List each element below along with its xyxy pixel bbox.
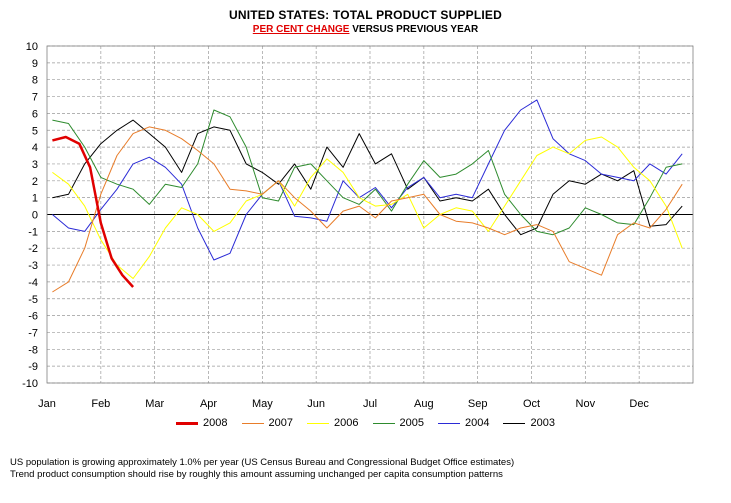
footnote-1: US population is growing approximately 1… xyxy=(10,457,515,468)
x-tick-label: Nov xyxy=(576,398,596,410)
y-tick-label: 9 xyxy=(32,58,38,70)
series-line-2006 xyxy=(52,136,683,279)
legend-swatch xyxy=(176,421,199,425)
y-tick-label: -4 xyxy=(28,277,38,289)
x-axis-ticks: Jan Feb Mar Apr May Jun Jul Aug Sep Oct Nov Dec xyxy=(38,398,649,410)
y-tick-label: 1 xyxy=(32,193,38,205)
y-tick-label: 7 xyxy=(32,92,38,104)
x-tick-label: Oct xyxy=(523,398,540,410)
y-tick-label: 10 xyxy=(26,41,38,53)
chart-gridlines xyxy=(46,45,694,384)
chart-title: UNITED STATES: TOTAL PRODUCT SUPPLIED xyxy=(229,8,502,22)
legend-swatch xyxy=(372,422,395,424)
chart-legend: 2008 2007 2006 2005 2004 2003 xyxy=(0,417,731,429)
legend-label: 2004 xyxy=(464,417,490,429)
y-tick-label: -9 xyxy=(28,361,38,373)
legend-item-2004: 2004 xyxy=(437,417,490,429)
legend-item-2006: 2006 xyxy=(307,417,359,429)
y-tick-label: 5 xyxy=(32,125,38,137)
legend-label: 2006 xyxy=(334,417,359,429)
legend-swatch xyxy=(241,422,264,424)
y-tick-label: 4 xyxy=(32,142,38,154)
legend-item-2007: 2007 xyxy=(241,417,294,429)
x-tick-label: Jun xyxy=(307,398,325,410)
y-tick-label: 6 xyxy=(32,108,38,120)
y-tick-label: -6 xyxy=(28,311,38,323)
legend-label: 2005 xyxy=(399,417,424,429)
subtitle-highlight: PER CENT CHANGE xyxy=(252,24,350,35)
x-tick-label: Aug xyxy=(414,398,434,410)
x-tick-label: Feb xyxy=(91,398,110,410)
y-tick-label: 3 xyxy=(32,159,38,171)
legend-label: 2008 xyxy=(203,417,228,429)
legend-item-2005: 2005 xyxy=(372,417,424,429)
series-line-2007 xyxy=(52,126,683,293)
x-tick-label: Mar xyxy=(145,398,164,410)
legend-swatch xyxy=(503,422,526,424)
y-tick-label: 0 xyxy=(32,210,38,222)
x-tick-label: May xyxy=(252,398,273,410)
y-tick-label: -8 xyxy=(28,344,38,356)
y-tick-label: 2 xyxy=(32,176,38,188)
y-tick-label: -10 xyxy=(22,378,38,390)
legend-item-2008: 2008 xyxy=(176,417,228,429)
legend-item-2003: 2003 xyxy=(503,417,555,429)
legend-label: 2007 xyxy=(268,417,294,429)
x-tick-label: Jul xyxy=(363,398,377,410)
x-tick-label: Apr xyxy=(200,398,217,410)
x-tick-label: Sep xyxy=(468,398,488,410)
y-tick-label: 8 xyxy=(32,75,38,87)
chart-subtitle: PER CENT CHANGE VERSUS PREVIOUS YEAR xyxy=(0,24,731,35)
y-tick-label: -7 xyxy=(28,327,38,339)
y-tick-label: -1 xyxy=(28,226,38,238)
subtitle-rest: VERSUS PREVIOUS YEAR xyxy=(349,24,479,35)
footnote-2: Trend product consumption should rise by… xyxy=(10,469,503,480)
series-line-2008 xyxy=(52,135,135,288)
plot-frame xyxy=(46,45,694,384)
series-line-2005 xyxy=(52,109,683,236)
y-tick-label: -2 xyxy=(28,243,38,255)
series-line-2004 xyxy=(52,99,683,261)
series-line-2003 xyxy=(52,119,683,236)
legend-swatch xyxy=(437,422,460,424)
legend-swatch xyxy=(307,422,330,424)
y-tick-label: -3 xyxy=(28,260,38,272)
y-tick-label: -5 xyxy=(28,294,38,306)
chart-series xyxy=(52,99,683,293)
x-tick-label: Jan xyxy=(38,398,56,410)
footnotes: US population is growing approximately 1… xyxy=(10,457,514,481)
x-tick-label: Dec xyxy=(629,398,649,410)
legend-label: 2003 xyxy=(530,417,555,429)
